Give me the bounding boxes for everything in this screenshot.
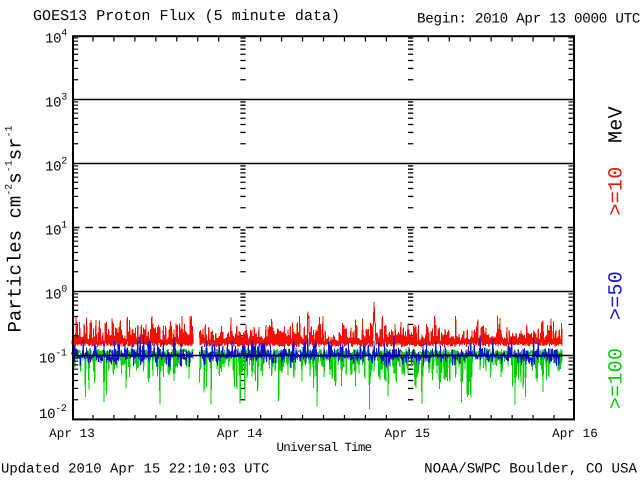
svg-text:Begin: 2010 Apr 13 0000 UTC: Begin: 2010 Apr 13 0000 UTC — [417, 12, 640, 28]
svg-text:>=100: >=100 — [606, 348, 629, 410]
svg-text:Universal Time: Universal Time — [277, 441, 372, 455]
svg-text:GOES13 Proton Flux (5 minute d: GOES13 Proton Flux (5 minute data) — [33, 8, 340, 25]
svg-text:NOAA/SWPC Boulder, CO USA: NOAA/SWPC Boulder, CO USA — [424, 462, 637, 478]
svg-text:Apr 14: Apr 14 — [217, 427, 263, 441]
svg-text:Updated 2010 Apr 15 22:10:03 U: Updated 2010 Apr 15 22:10:03 UTC — [1, 462, 269, 478]
svg-text:Apr 15: Apr 15 — [384, 427, 430, 441]
svg-text:Apr 16: Apr 16 — [552, 427, 598, 441]
svg-text:MeV: MeV — [606, 106, 629, 143]
svg-text:>=10: >=10 — [606, 166, 629, 215]
svg-text:Apr 13: Apr 13 — [49, 427, 95, 441]
svg-text:Particles cm-2s-1sr-1: Particles cm-2s-1sr-1 — [5, 125, 27, 332]
svg-text:>=50: >=50 — [606, 271, 629, 320]
